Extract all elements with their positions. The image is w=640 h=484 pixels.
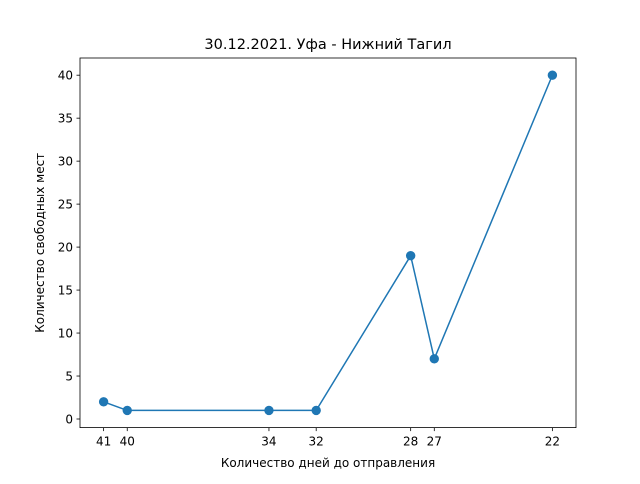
y-tick-label: 35	[58, 111, 73, 125]
data-point	[429, 354, 439, 364]
x-axis: 41 40 34 32 28 27 22	[96, 427, 560, 449]
chart-title: 30.12.2021. Уфа - Нижний Тагил	[204, 37, 451, 53]
data-point	[98, 397, 109, 407]
x-tick-label: 22	[545, 435, 560, 449]
x-tick-label: 28	[403, 435, 418, 449]
x-tick-label: 32	[309, 435, 324, 449]
plot-frame	[79, 57, 577, 429]
x-tick-label: 34	[261, 435, 276, 449]
data-point	[405, 250, 416, 261]
data-point	[264, 405, 274, 416]
y-tick-label: 5	[65, 369, 73, 383]
data-point	[122, 405, 132, 416]
plot-area: 41 40 34 32 28 27 22 0 5 10 15 20 25 30 35 40	[58, 57, 577, 449]
x-tick-label: 41	[96, 435, 111, 449]
y-tick-label: 15	[58, 283, 73, 297]
x-axis-label: Количество дней до отправления	[221, 456, 435, 470]
data-point	[311, 405, 321, 416]
data-point	[547, 70, 558, 80]
y-tick-label: 10	[58, 326, 73, 340]
y-tick-label: 25	[58, 197, 73, 211]
y-tick-label: 0	[65, 412, 73, 426]
x-tick-label: 40	[120, 435, 135, 449]
y-tick-label: 30	[58, 154, 73, 168]
y-axis-label: Количество свободных мест	[33, 153, 47, 333]
x-tick-label: 27	[427, 435, 442, 449]
y-tick-label: 40	[58, 68, 73, 82]
y-axis: 0 5 10 15 20 25 30 35 40	[58, 68, 80, 426]
series-layer	[98, 70, 558, 416]
y-tick-label: 20	[58, 240, 73, 254]
